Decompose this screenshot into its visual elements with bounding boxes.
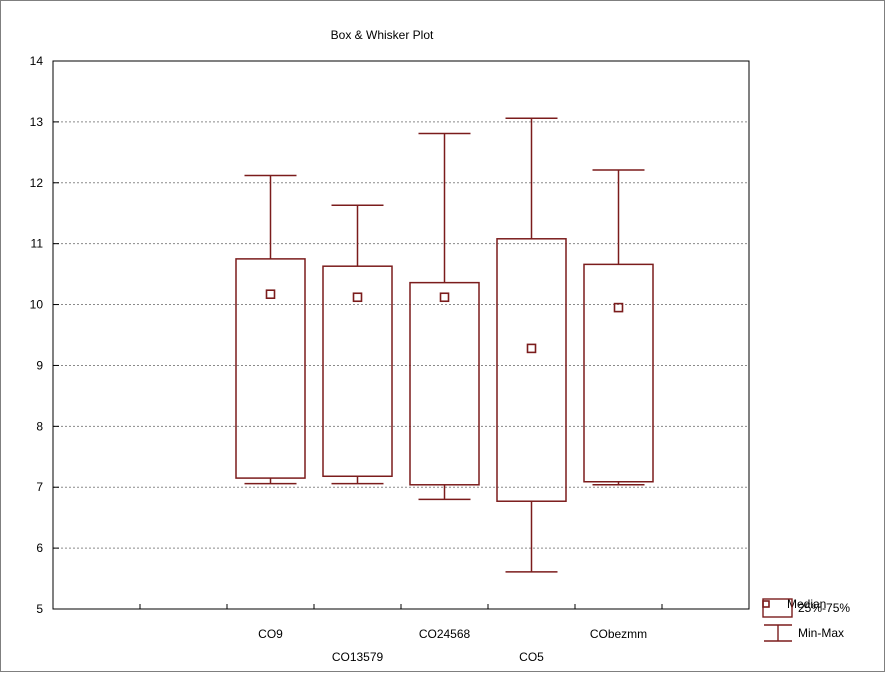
median-marker bbox=[352, 292, 363, 303]
x-tick-label: CO5 bbox=[519, 650, 544, 664]
legend-box-marker bbox=[762, 598, 793, 618]
legend-box-label: 25%-75% bbox=[798, 601, 850, 615]
iqr-box bbox=[409, 281, 480, 486]
plot-area bbox=[52, 60, 750, 610]
y-tick-label: 8 bbox=[36, 419, 43, 433]
y-tick-label: 12 bbox=[30, 176, 44, 190]
x-axis: CO9 CO13579 CO24568 CO5 CObezmm bbox=[139, 604, 663, 664]
legend-whisker-label: Min-Max bbox=[798, 626, 844, 640]
legend-median-label: Median bbox=[787, 597, 826, 611]
median-marker bbox=[439, 292, 450, 303]
legend: Median 25%-75% Min-Max bbox=[762, 597, 850, 642]
iqr-box bbox=[583, 263, 654, 483]
boxes bbox=[235, 117, 654, 573]
box-co9 bbox=[235, 174, 306, 485]
chart-title: Box & Whisker Plot bbox=[331, 28, 434, 42]
box-cobezmm bbox=[583, 169, 654, 486]
x-tick-label: CO24568 bbox=[419, 627, 471, 641]
y-tick-label: 11 bbox=[31, 237, 44, 251]
grid-lines bbox=[53, 121, 749, 549]
y-tick-label: 10 bbox=[30, 298, 44, 312]
iqr-box bbox=[322, 265, 393, 478]
median-marker bbox=[613, 302, 624, 313]
iqr-box bbox=[235, 258, 306, 479]
median-marker bbox=[526, 343, 537, 354]
legend-median-marker bbox=[762, 600, 770, 608]
y-tick-label: 7 bbox=[36, 480, 43, 494]
x-tick-label: CO13579 bbox=[332, 650, 384, 664]
median-marker bbox=[265, 289, 276, 300]
y-tick-label: 9 bbox=[36, 358, 43, 372]
x-tick-label: CO9 bbox=[258, 627, 283, 641]
x-tick-label: CObezmm bbox=[590, 627, 647, 641]
y-tick-label: 6 bbox=[36, 541, 43, 555]
y-axis: 5 6 7 8 9 10 11 12 13 14 bbox=[30, 54, 59, 616]
y-tick-label: 14 bbox=[30, 54, 44, 68]
y-tick-label: 13 bbox=[30, 115, 44, 129]
y-tick-label: 5 bbox=[36, 602, 43, 616]
box-co24568 bbox=[409, 132, 480, 501]
box-co5 bbox=[496, 117, 567, 573]
iqr-box bbox=[496, 238, 567, 502]
box-co13579 bbox=[322, 204, 393, 485]
